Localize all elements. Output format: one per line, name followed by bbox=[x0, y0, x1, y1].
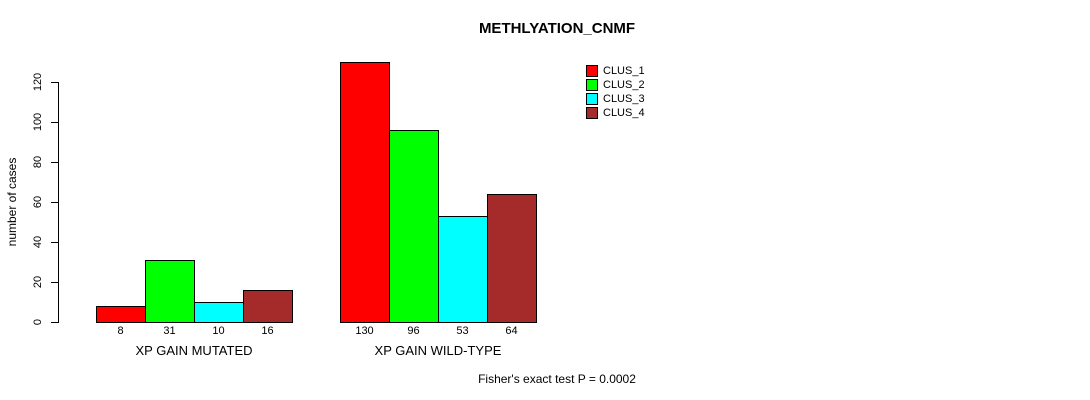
y-axis-tick-label: 0 bbox=[32, 318, 44, 326]
legend-label: CLUS_4 bbox=[603, 107, 645, 119]
y-axis-line bbox=[58, 82, 59, 323]
y-axis-tick bbox=[51, 282, 58, 283]
y-axis-tick bbox=[51, 122, 58, 123]
y-axis-tick bbox=[51, 162, 58, 163]
legend-item: CLUS_4 bbox=[586, 106, 645, 120]
bar-clus_4 bbox=[487, 194, 537, 323]
fisher-test-annotation: Fisher's exact test P = 0.0002 bbox=[478, 372, 636, 386]
legend-label: CLUS_3 bbox=[603, 93, 645, 105]
y-axis-title: number of cases bbox=[5, 157, 19, 247]
y-axis-tick bbox=[51, 202, 58, 203]
legend-swatch-clus-2 bbox=[586, 79, 598, 91]
legend: CLUS_1 CLUS_2 CLUS_3 CLUS_4 bbox=[586, 64, 645, 120]
bar-value-label: 10 bbox=[212, 325, 225, 337]
x-category-label: XP GAIN WILD-TYPE bbox=[374, 343, 502, 358]
legend-swatch-clus-4 bbox=[586, 107, 598, 119]
y-axis-tick bbox=[51, 242, 58, 243]
legend-item: CLUS_2 bbox=[586, 78, 645, 92]
legend-label: CLUS_1 bbox=[603, 65, 645, 77]
y-axis-tick-label: 20 bbox=[32, 275, 44, 289]
bar-clus_1 bbox=[340, 62, 390, 323]
bar-clus_4 bbox=[243, 290, 293, 323]
bar-value-label: 16 bbox=[261, 325, 274, 337]
legend-item: CLUS_3 bbox=[586, 92, 645, 106]
bar-value-label: 130 bbox=[355, 325, 374, 337]
legend-label: CLUS_2 bbox=[603, 79, 645, 91]
legend-item: CLUS_1 bbox=[586, 64, 645, 78]
bar-clus_1 bbox=[96, 306, 146, 323]
y-axis-tick-label: 100 bbox=[32, 112, 44, 132]
bar-value-label: 96 bbox=[407, 325, 420, 337]
x-category-label: XP GAIN MUTATED bbox=[135, 343, 253, 358]
legend-swatch-clus-3 bbox=[586, 93, 598, 105]
bar-clus_2 bbox=[389, 130, 439, 323]
y-axis-tick bbox=[51, 322, 58, 323]
y-axis-tick-label: 40 bbox=[32, 235, 44, 249]
y-axis-tick-label: 60 bbox=[32, 195, 44, 209]
bar-value-label: 8 bbox=[117, 325, 124, 337]
bar-clus_3 bbox=[438, 216, 488, 323]
bar-value-label: 64 bbox=[505, 325, 518, 337]
bar-clus_2 bbox=[145, 260, 195, 323]
y-axis-tick-label: 120 bbox=[32, 72, 44, 92]
y-axis-tick bbox=[51, 82, 58, 83]
bar-value-label: 53 bbox=[456, 325, 469, 337]
y-axis-tick-label: 80 bbox=[32, 155, 44, 169]
bar-clus_3 bbox=[194, 302, 244, 323]
legend-swatch-clus-1 bbox=[586, 65, 598, 77]
bar-value-label: 31 bbox=[163, 325, 176, 337]
chart-title: METHLYATION_CNMF bbox=[478, 20, 636, 37]
